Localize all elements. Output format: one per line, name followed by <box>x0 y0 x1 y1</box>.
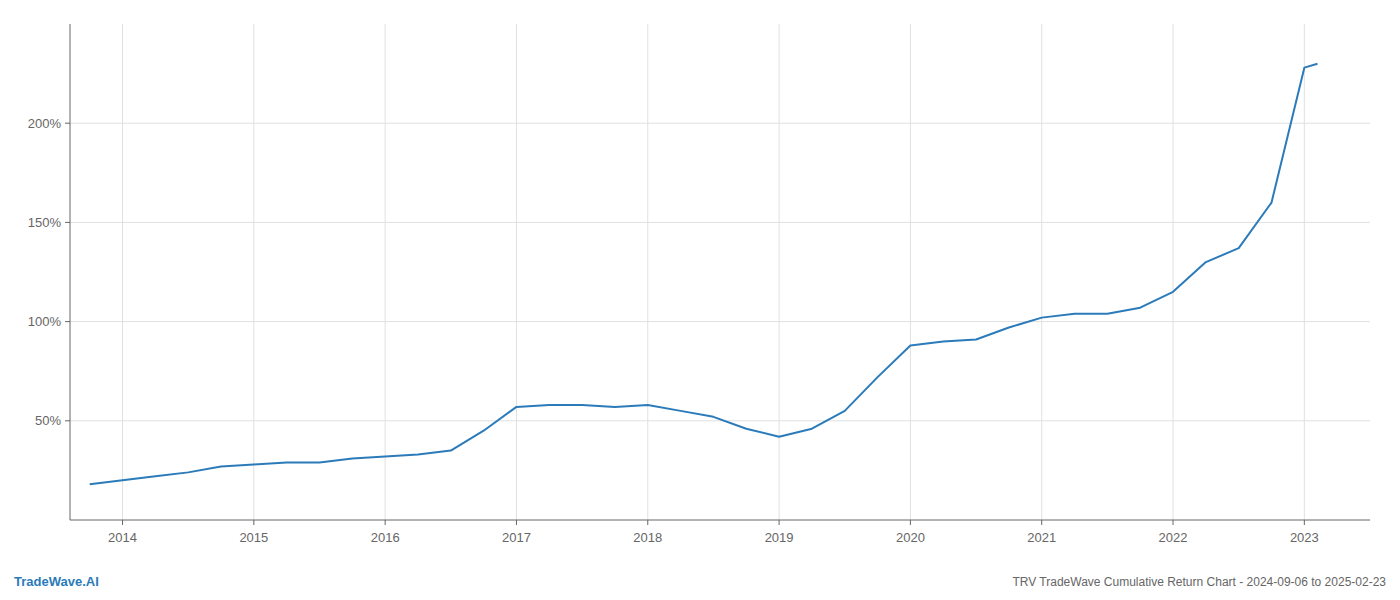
line-series <box>90 64 1318 485</box>
grid-line-x <box>647 24 648 520</box>
x-tick <box>385 520 386 525</box>
y-tick-label: 200% <box>28 116 62 131</box>
x-tick-label: 2022 <box>1159 530 1188 545</box>
grid-line-x <box>1173 24 1174 520</box>
x-tick-label: 2021 <box>1027 530 1056 545</box>
data-layer <box>90 64 1318 485</box>
x-tick-label: 2023 <box>1290 530 1319 545</box>
grid-line-x <box>385 24 386 520</box>
x-tick <box>1041 520 1042 525</box>
y-tick-label: 50% <box>35 413 61 428</box>
grid <box>70 24 1370 520</box>
x-tick <box>1173 520 1174 525</box>
grid-line-x <box>122 24 123 520</box>
y-tick-label: 100% <box>28 314 62 329</box>
x-tick-label: 2014 <box>108 530 137 545</box>
chart-svg: 2014 2015 2016 2017 2018 2019 2020 2021 2022 2023… <box>0 0 1400 600</box>
x-tick-label: 2019 <box>765 530 794 545</box>
grid-line-y <box>70 222 1370 223</box>
x-tick <box>122 520 123 525</box>
chart-container: 2014 2015 2016 2017 2018 2019 2020 2021 2022 2023… <box>0 0 1400 600</box>
grid-line-x <box>516 24 517 520</box>
y-tick <box>65 222 70 223</box>
y-tick <box>65 123 70 124</box>
y-tick <box>65 420 70 421</box>
x-tick-label: 2016 <box>371 530 400 545</box>
x-tick-label: 2015 <box>239 530 268 545</box>
grid-line-y <box>70 420 1370 421</box>
x-tick <box>779 520 780 525</box>
axes: 2014 2015 2016 2017 2018 2019 2020 2021 2022 2023… <box>28 24 1370 545</box>
grid-line-x <box>253 24 254 520</box>
grid-line-y <box>70 321 1370 322</box>
x-tick-label: 2017 <box>502 530 531 545</box>
grid-line-x <box>910 24 911 520</box>
title: TRV TradeWave Cumulative Return Chart - … <box>1012 575 1386 589</box>
x-tick <box>910 520 911 525</box>
grid-line-x <box>1304 24 1305 520</box>
watermark: TradeWave.AI <box>14 574 99 589</box>
y-axis-line <box>70 24 71 520</box>
x-tick <box>647 520 648 525</box>
x-axis-line <box>70 520 1370 521</box>
x-tick-label: 2018 <box>633 530 662 545</box>
x-tick <box>253 520 254 525</box>
grid-line-y <box>70 123 1370 124</box>
grid-line-x <box>1041 24 1042 520</box>
grid-line-x <box>779 24 780 520</box>
x-tick-label: 2020 <box>896 530 925 545</box>
y-tick-label: 150% <box>28 215 62 230</box>
x-tick <box>1304 520 1305 525</box>
x-tick <box>516 520 517 525</box>
y-tick <box>65 321 70 322</box>
page: {"chart_data": { "type": "line", "title"… <box>0 0 1400 600</box>
